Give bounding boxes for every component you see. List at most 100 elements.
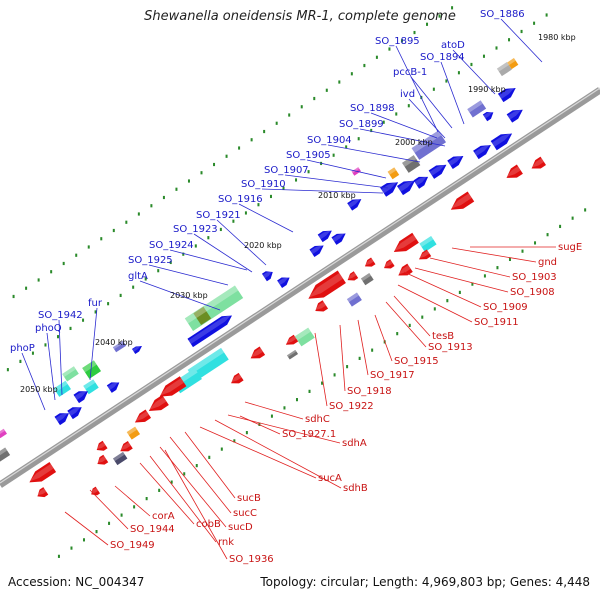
- tick-label: 2000 kbp: [395, 138, 433, 147]
- tick-label: 2050 kbp: [20, 385, 58, 394]
- guide-dot: [44, 343, 47, 347]
- backbone-highlight: [0, 87, 600, 484]
- guide-dot: [158, 488, 161, 492]
- gene-feature: [112, 340, 127, 353]
- guide-dot: [12, 294, 15, 299]
- forward-gene-label: SO_1895: [375, 36, 420, 47]
- reverse-cds: [90, 486, 101, 496]
- reverse-cds: [96, 440, 108, 451]
- guide-dot: [546, 233, 549, 237]
- guide-dot: [307, 170, 310, 174]
- forward-cds: [413, 176, 429, 189]
- topology-text: Topology: circular; Length: 4,969,803 bp…: [260, 575, 590, 589]
- reverse-gene-label: sucD: [228, 522, 253, 533]
- guide-dot: [183, 472, 186, 476]
- guide-dot: [534, 241, 537, 245]
- reverse-cds: [505, 164, 523, 178]
- reverse-gene-label: sdhA: [342, 438, 367, 449]
- reverse-cds: [307, 270, 346, 299]
- guide-dot: [169, 260, 172, 265]
- page-title: Shewanella oneidensis MR-1, complete gen…: [144, 9, 456, 24]
- gene-feature: [53, 380, 71, 397]
- guide-dot: [37, 278, 40, 282]
- guide-dot: [6, 368, 9, 372]
- leader-line: [410, 76, 453, 129]
- reverse-gene-label: SO_1908: [510, 287, 555, 298]
- leader-line: [184, 431, 236, 499]
- reverse-cds: [418, 249, 432, 260]
- guide-dot: [433, 307, 436, 311]
- guide-dot: [545, 13, 548, 17]
- guide-dot: [150, 204, 153, 208]
- guide-dot: [31, 351, 34, 355]
- tick-dots: [6, 6, 587, 558]
- guide-dot: [257, 203, 260, 207]
- gene-feature: [62, 366, 79, 382]
- reverse-gene-label: cobB: [196, 519, 221, 530]
- forward-cds: [506, 108, 523, 123]
- guide-dot: [275, 121, 278, 125]
- reverse-gene-label: sdhB: [343, 483, 368, 494]
- leader-line: [339, 324, 346, 392]
- leader-line: [114, 485, 151, 517]
- guide-dot: [375, 55, 378, 59]
- reverse-gene-label: SO_1915: [394, 356, 439, 367]
- guide-dot: [426, 22, 429, 26]
- forward-gene-label: SO_1925: [128, 255, 173, 266]
- forward-cds: [54, 412, 69, 426]
- gene-feature: [126, 426, 141, 440]
- leader-line: [370, 112, 438, 139]
- reverse-gene-label: SO_1922: [329, 401, 374, 412]
- forward-cds: [261, 271, 273, 282]
- guide-dot: [432, 87, 435, 91]
- leader-line: [306, 159, 387, 179]
- guide-dot: [82, 538, 85, 542]
- guide-dot: [175, 187, 178, 191]
- reverse-gene-label: SO_1944: [130, 524, 175, 535]
- guide-dot: [112, 228, 115, 233]
- forward-gene-label: phoQ: [35, 323, 62, 334]
- guide-dot: [521, 249, 524, 253]
- guide-dot: [332, 153, 335, 157]
- guide-dot: [200, 171, 203, 175]
- gene-feature: [193, 306, 212, 326]
- leader-line: [429, 257, 511, 278]
- reverse-cds: [148, 394, 169, 411]
- leader-line: [239, 415, 281, 435]
- forward-gene-label: SO_1894: [420, 52, 465, 63]
- guide-dot: [325, 88, 328, 92]
- gene-feature: [419, 235, 437, 253]
- guide-dot: [145, 497, 148, 501]
- leader-line: [403, 271, 482, 308]
- forward-gene-label: ivd: [400, 89, 415, 100]
- guide-dot: [125, 220, 128, 224]
- forward-gene-label: phoP: [10, 343, 35, 354]
- leader-line: [451, 247, 537, 263]
- guide-dot: [82, 318, 85, 322]
- guide-dot: [133, 505, 136, 509]
- forward-gene-label: SO_1898: [350, 103, 395, 114]
- guide-dot: [57, 554, 60, 558]
- guide-dot: [70, 546, 73, 550]
- leader-line: [374, 314, 393, 362]
- guide-dot: [250, 138, 253, 142]
- reverse-cds: [134, 409, 152, 423]
- guide-dot: [451, 6, 454, 10]
- leader-line: [408, 98, 446, 139]
- reverse-cds: [383, 259, 395, 269]
- guide-dot: [219, 227, 222, 232]
- features: [0, 58, 546, 498]
- guide-dot: [357, 137, 360, 141]
- guide-dot: [100, 237, 103, 241]
- reverse-cds: [28, 461, 57, 483]
- forward-cds: [309, 244, 324, 258]
- guide-dot: [300, 105, 303, 109]
- guide-dot: [338, 80, 341, 84]
- reverse-cds: [364, 257, 376, 267]
- tick-label: 2020 kbp: [244, 241, 282, 250]
- guide-dot: [270, 414, 273, 418]
- guide-dot: [446, 299, 449, 303]
- guide-dot: [321, 381, 324, 385]
- tick-label: 1990 kbp: [468, 85, 506, 94]
- tick-labels: 1980 kbp 1990 kbp 2000 kbp 2010 kbp 2020 kbp…: [20, 33, 576, 394]
